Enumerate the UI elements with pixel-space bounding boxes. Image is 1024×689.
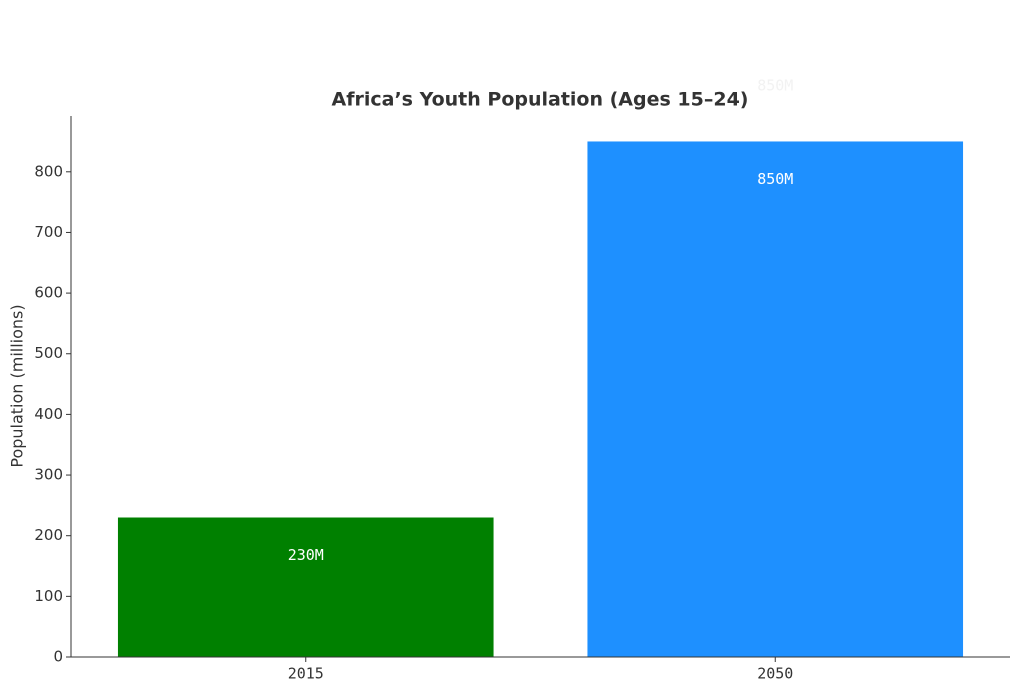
x-tick-label: 2015 [288,665,324,683]
bar [117,517,494,657]
value-label-ghost: 850M [757,77,793,95]
y-tick-label: 300 [34,466,63,484]
chart-title: Africa’s Youth Population (Ages 15–24) [332,89,749,111]
y-tick-label: 700 [34,223,63,241]
bar [587,141,964,658]
value-label: 230M [288,546,324,564]
y-axis-label: Population (millions) [8,304,27,467]
x-tick-label: 2050 [757,665,793,683]
y-tick-label: 0 [53,648,63,666]
y-tick-label: 500 [34,344,63,362]
y-tick-label: 600 [34,284,63,302]
y-tick-label: 400 [34,405,63,423]
y-tick-label: 100 [34,587,63,605]
y-tick-label: 800 [34,162,63,180]
y-tick-label: 200 [34,526,63,544]
value-label: 850M [757,170,793,188]
